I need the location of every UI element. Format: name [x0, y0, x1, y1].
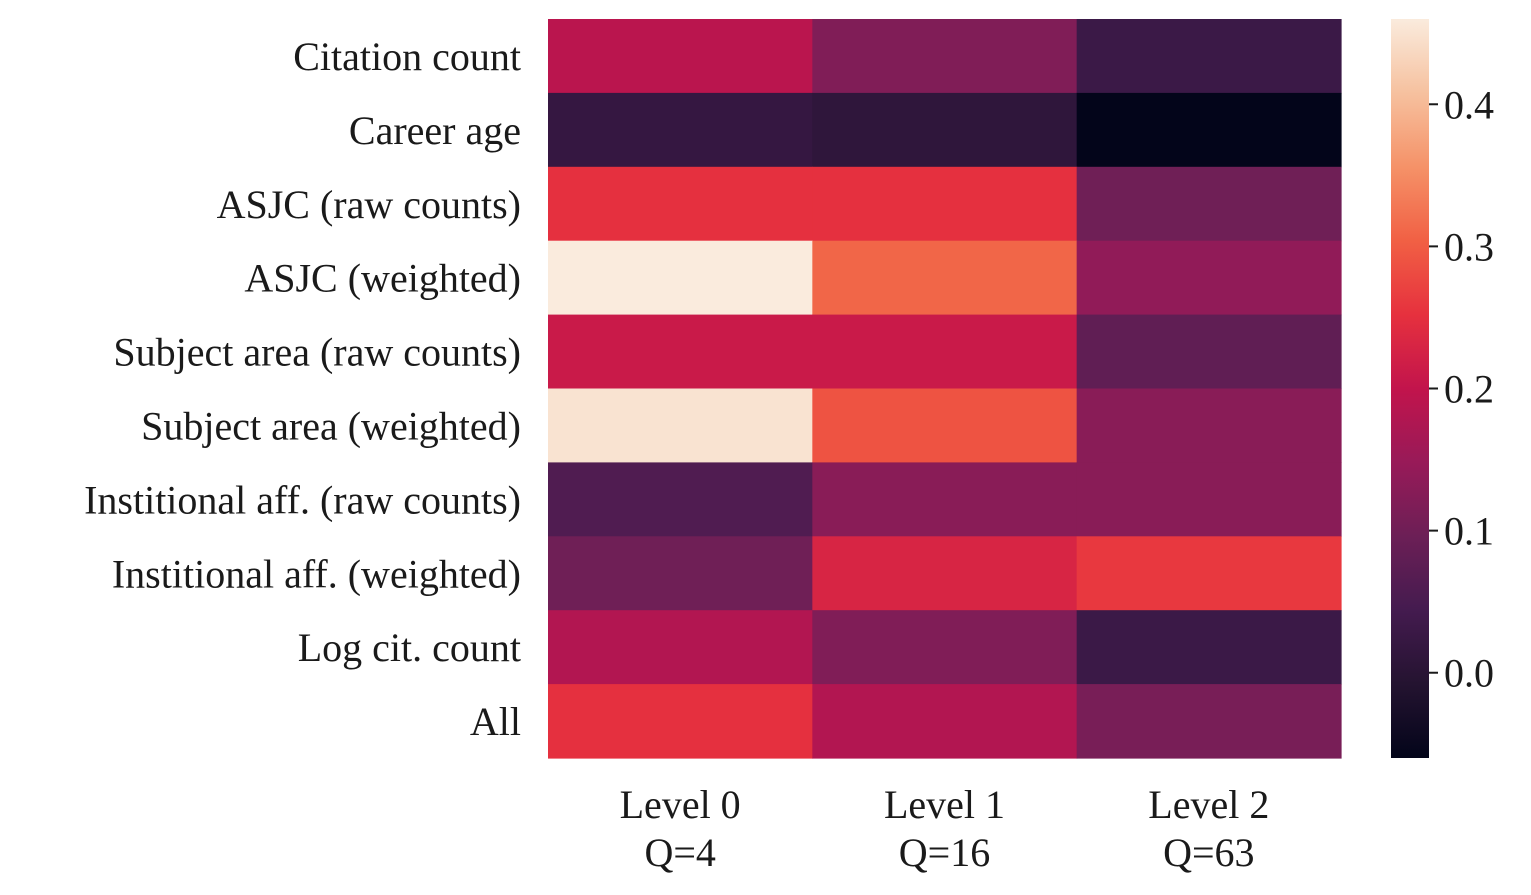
- colorbar-tick-label: 0.4: [1444, 82, 1494, 127]
- heatmap-cell: [812, 536, 1078, 611]
- column-label: Level 1: [884, 782, 1005, 827]
- heatmap-cell: [812, 462, 1078, 537]
- heatmap-cell: [548, 684, 813, 759]
- colorbar-tick-label: 0.2: [1444, 367, 1494, 412]
- colorbar-gradient: [1391, 19, 1429, 758]
- colorbar-tick-label: 0.1: [1444, 509, 1494, 554]
- heatmap-cell: [812, 166, 1078, 242]
- heatmap-cell: [812, 610, 1078, 685]
- heatmap-cell: [1076, 92, 1342, 168]
- row-label: All: [470, 699, 521, 744]
- heatmap-cell: [548, 314, 813, 390]
- heatmap-cell: [1076, 240, 1342, 316]
- heatmap-cell: [1076, 314, 1342, 390]
- colorbar-ticks: 0.0 0.1 0.2 0.3 0.4: [1429, 82, 1494, 696]
- column-sublabel: Q=4: [644, 830, 715, 875]
- row-label: Career age: [349, 108, 521, 153]
- row-label: Citation count: [293, 34, 521, 79]
- row-label: Log cit. count: [298, 625, 521, 670]
- colorbar-tick-label: 0.0: [1444, 651, 1494, 696]
- column-sublabel: Q=63: [1163, 830, 1254, 875]
- heatmap-cell: [548, 166, 813, 242]
- heatmap-cell: [1076, 684, 1342, 759]
- heatmap-cell: [812, 314, 1078, 390]
- column-label: Level 0: [620, 782, 741, 827]
- heatmap-cell: [812, 240, 1078, 316]
- heatmap-cell: [812, 92, 1078, 168]
- heatmap-cell: [548, 19, 813, 94]
- heatmap-cell: [548, 610, 813, 685]
- heatmap-cell: [1076, 536, 1342, 611]
- heatmap-cell: [548, 240, 813, 316]
- column-label: Level 2: [1148, 782, 1269, 827]
- row-label: Subject area (weighted): [141, 403, 521, 448]
- row-labels: Citation count Career age ASJC (raw counts…: [84, 34, 521, 744]
- heatmap-cell: [812, 388, 1078, 463]
- column-labels: Level 0Q=4 Level 1Q=16 Level 2Q=63: [620, 782, 1270, 875]
- heatmap-cell: [812, 684, 1078, 759]
- heatmap-cell: [1076, 166, 1342, 242]
- heatmap-cell: [1076, 462, 1342, 537]
- heatmap-cell: [1076, 388, 1342, 463]
- colorbar: 0.0 0.1 0.2 0.3 0.4: [1391, 19, 1494, 758]
- heatmap-cell: [1076, 19, 1342, 94]
- heatmap-cell: [1076, 610, 1342, 685]
- row-label: ASJC (weighted): [244, 256, 521, 301]
- row-label: ASJC (raw counts): [217, 182, 521, 227]
- row-label: Subject area (raw counts): [113, 330, 521, 375]
- colorbar-tick-label: 0.3: [1444, 224, 1494, 269]
- heatmap-cell: [548, 388, 813, 463]
- heatmap-cell: [548, 462, 813, 537]
- heatmap-cells: [548, 19, 1342, 759]
- heatmap-cell: [812, 19, 1078, 94]
- column-sublabel: Q=16: [899, 830, 990, 875]
- row-label: Institional aff. (raw counts): [84, 477, 521, 522]
- heatmap-cell: [548, 92, 813, 168]
- row-label: Institional aff. (weighted): [112, 551, 521, 596]
- heatmap-cell: [548, 536, 813, 611]
